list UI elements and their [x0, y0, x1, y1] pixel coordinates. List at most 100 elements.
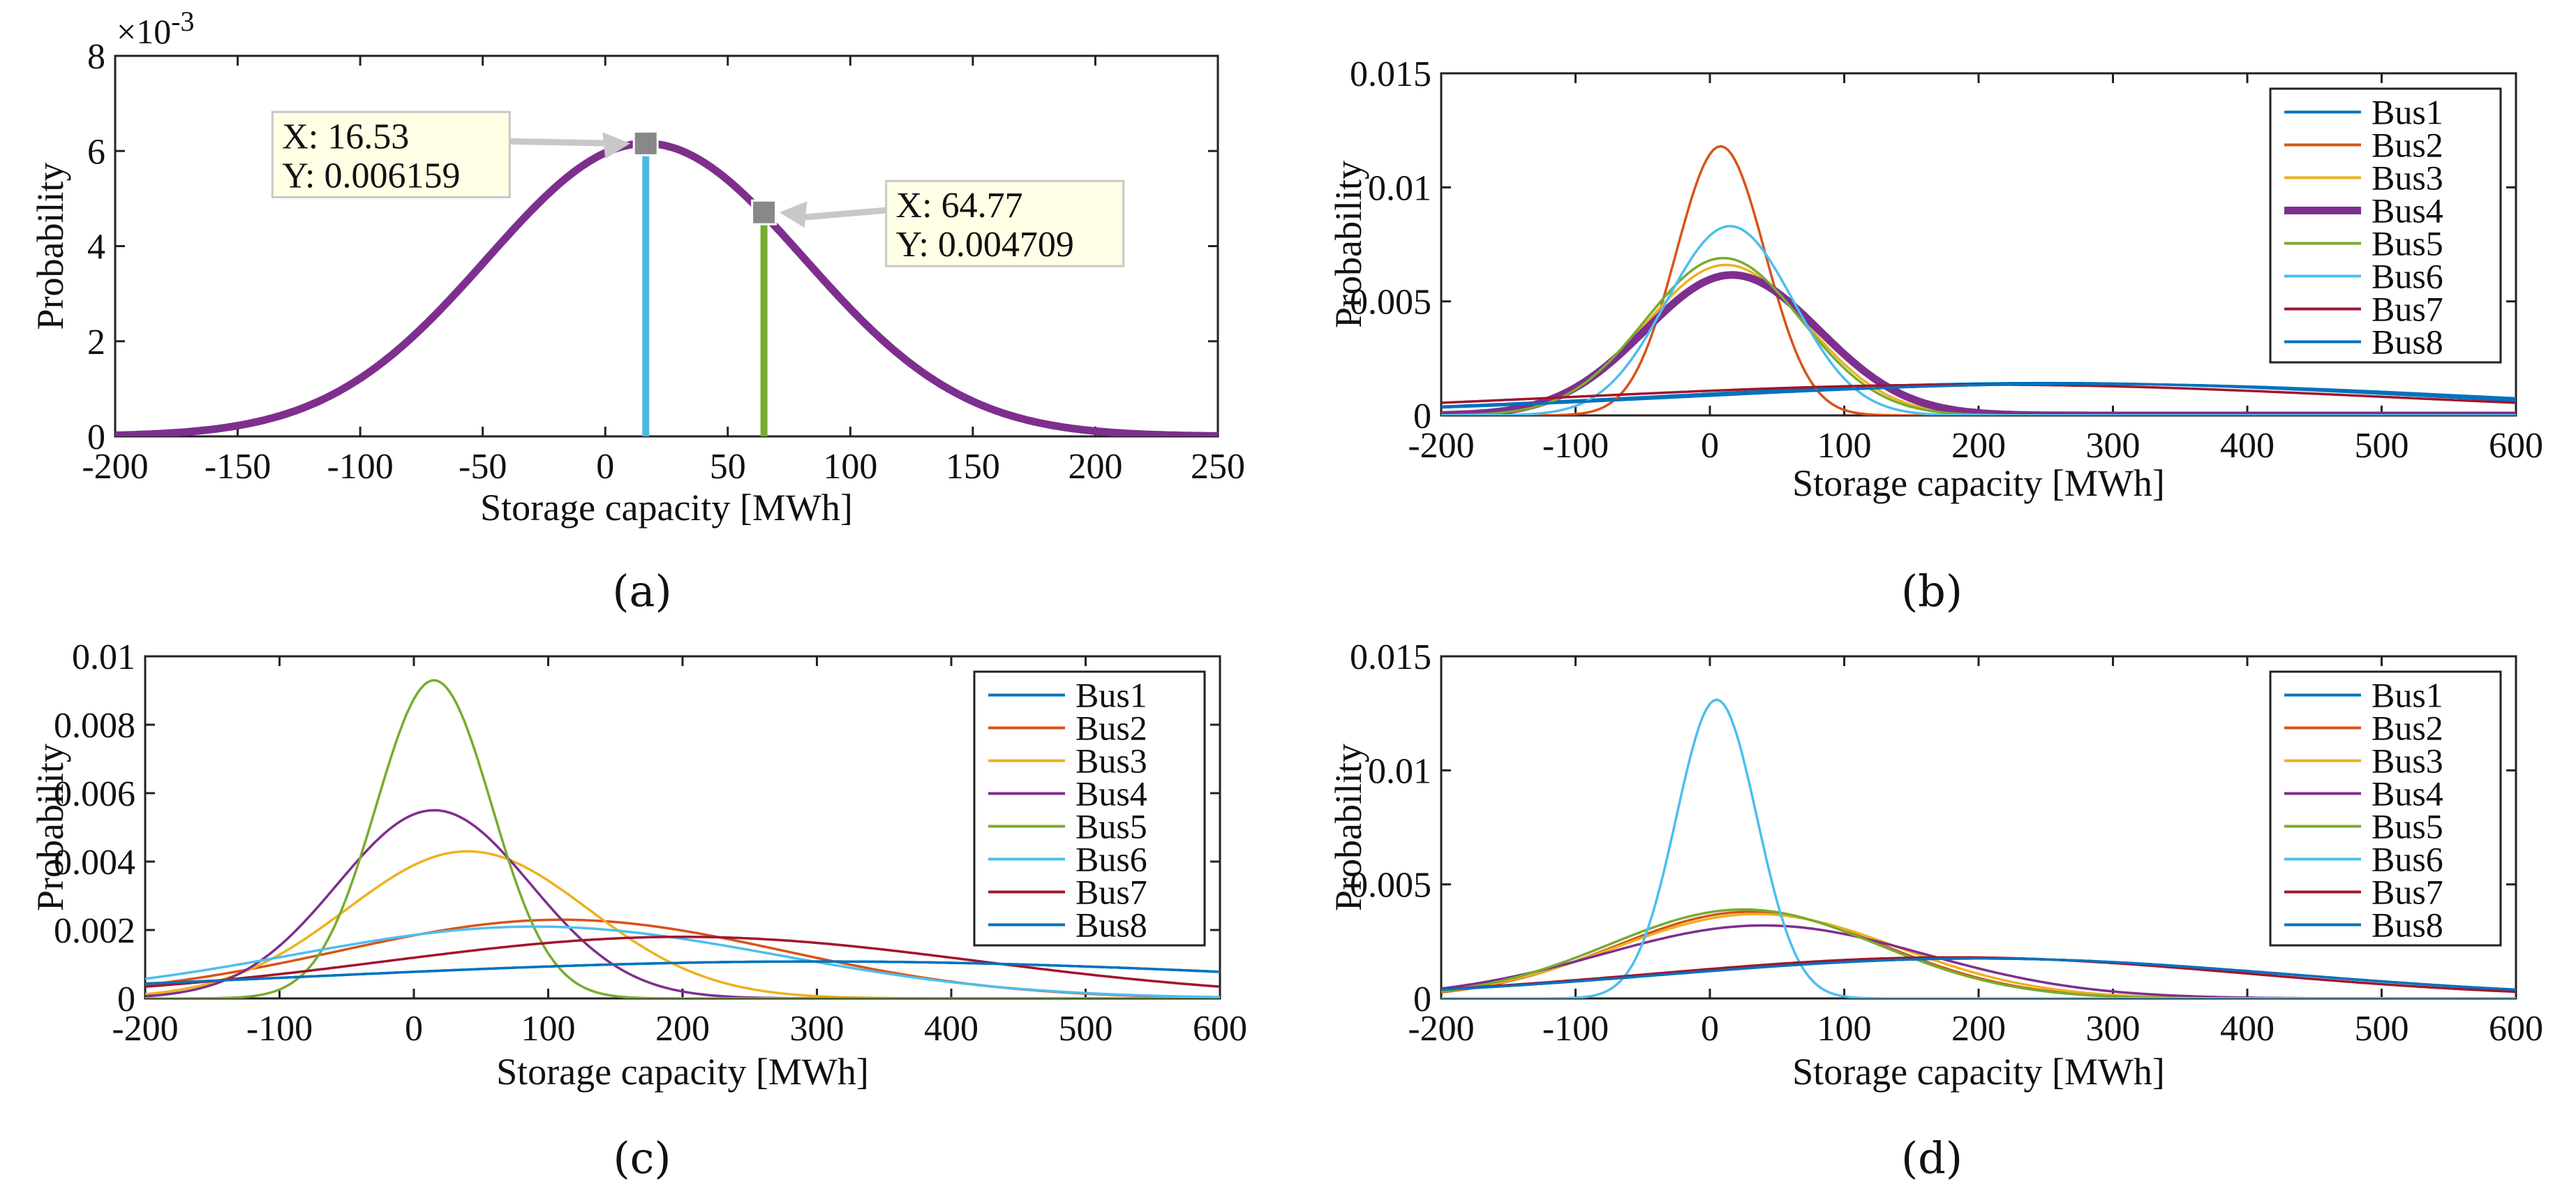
- y-tick-label: 4: [87, 228, 105, 267]
- legend-label: Bus2: [1075, 709, 1147, 748]
- legend-label: Bus1: [2372, 676, 2443, 715]
- x-tick-label: 50: [710, 447, 746, 487]
- x-tick-label: -100: [1542, 1009, 1609, 1049]
- datatip-x-text: X: 16.53: [282, 117, 409, 156]
- datatip-marker: [632, 130, 659, 156]
- series-line-bus8: [145, 960, 1220, 985]
- x-tick-label: 400: [2220, 426, 2275, 466]
- legend-label: Bus6: [1075, 840, 1147, 879]
- legend-label: Bus3: [1075, 741, 1147, 781]
- series-group: [1441, 145, 2516, 415]
- legend-label: Bus8: [1075, 906, 1147, 945]
- y-tick-label: 8: [87, 37, 105, 77]
- x-tick-label: 400: [924, 1009, 978, 1049]
- legend-label: Bus7: [2372, 873, 2443, 912]
- chart-panel-b: -200 -100 0 100 200 300 400 500 600 0 0.005 0.01 0.0…: [1327, 54, 2543, 504]
- panel-label-b: (b): [1901, 566, 1963, 617]
- x-tick-label: 400: [2220, 1009, 2275, 1049]
- y-axis-label: Probability: [29, 744, 71, 911]
- x-tick-label: 0: [405, 1009, 423, 1049]
- y-tick-label: 0: [117, 980, 135, 1019]
- datatip-x-text: X: 64.77: [896, 186, 1023, 226]
- x-tick-label: 600: [1193, 1009, 1247, 1049]
- datatip-arrowhead: [779, 201, 807, 228]
- datatip-marker: [751, 199, 777, 226]
- x-tick-label: 500: [2355, 426, 2409, 466]
- legend-box: [973, 670, 1206, 947]
- datatip-y-text: Y: 0.004709: [896, 225, 1074, 265]
- datatip-arrowhead: [602, 132, 631, 159]
- legend-label: Bus2: [2372, 709, 2443, 748]
- axis-exponent-power: -3: [171, 6, 194, 37]
- panel-label-c: (c): [613, 1132, 671, 1183]
- series-line-bus3: [1441, 913, 2516, 998]
- datatip-box: [885, 179, 1125, 267]
- legend-label: Bus2: [2372, 126, 2443, 165]
- axis-exponent-base: ×10: [117, 12, 171, 51]
- y-tick-label: 0.015: [1350, 54, 1431, 94]
- x-tick-label: 500: [1059, 1009, 1113, 1049]
- y-tick-label: 0.006: [54, 774, 135, 814]
- x-tick-label: 300: [790, 1009, 844, 1049]
- legend-label: Bus6: [2372, 840, 2443, 879]
- legend-label: Bus7: [1075, 873, 1147, 912]
- x-tick-label: 600: [2489, 1009, 2543, 1049]
- x-tick-label: 0: [1701, 1009, 1719, 1049]
- legend-label: Bus7: [2372, 290, 2443, 329]
- legend-label: Bus5: [1075, 807, 1147, 846]
- legend-label: Bus1: [1075, 676, 1147, 715]
- x-tick-label: 150: [946, 447, 1000, 487]
- x-tick-label: 200: [1068, 447, 1122, 487]
- axis-exponent: ×10-3: [117, 6, 195, 51]
- x-tick-label: -50: [459, 447, 507, 487]
- y-tick-label: 0: [87, 418, 105, 457]
- x-tick-label: -150: [204, 447, 271, 487]
- y-axis-label: Probability: [1327, 161, 1369, 328]
- y-tick-label: 0.01: [1368, 751, 1431, 791]
- legend-label: Bus4: [2372, 191, 2443, 230]
- series-line-bus6: [145, 925, 1220, 998]
- x-axis-label: Storage capacity [MWh]: [1792, 462, 2165, 504]
- chart-panel-a: -200 -150 -100 -50 0 50 100 150 200 250 0 2 4 6 8 Stora…: [29, 6, 1245, 529]
- y-tick-label: 0.01: [1368, 168, 1431, 208]
- series-line-bus6: [1441, 225, 2516, 415]
- series-group: [1441, 698, 2516, 998]
- chart-panel-d: -200 -100 0 100 200 300 400 500 600 0 0.005 0.01 0.0…: [1327, 637, 2543, 1093]
- datatip-y-text: Y: 0.006159: [282, 156, 460, 195]
- x-tick-label: 300: [2086, 426, 2141, 466]
- y-tick-label: 0.005: [1350, 866, 1431, 906]
- x-tick-label: 250: [1191, 447, 1245, 487]
- legend-label: Bus1: [2372, 93, 2443, 132]
- y-tick-label: 0.008: [54, 706, 135, 746]
- x-tick-label: -100: [1542, 426, 1609, 466]
- series-line-bus8: [1441, 957, 2516, 991]
- datatip-arrow: [509, 138, 615, 147]
- x-tick-label: 100: [1817, 1009, 1872, 1049]
- x-tick-label: -100: [327, 447, 393, 487]
- x-tick-label: 200: [1951, 426, 2006, 466]
- x-tick-label: 100: [521, 1009, 576, 1049]
- series-line-bus6: [1441, 698, 2516, 998]
- series-line-bus3: [145, 850, 1220, 998]
- x-tick-label: 600: [2489, 426, 2543, 466]
- x-axis-label: Storage capacity [MWh]: [1792, 1051, 2165, 1093]
- y-tick-label: 0.005: [1350, 283, 1431, 323]
- series-line-bus4: [1441, 271, 2516, 415]
- legend-label: Bus3: [2372, 741, 2443, 781]
- x-tick-label: 0: [596, 447, 614, 487]
- x-tick-label: -200: [112, 1009, 178, 1049]
- legend-label: Bus4: [1075, 774, 1147, 813]
- legend-label: Bus5: [2372, 807, 2443, 846]
- y-axis-label: Probability: [1327, 744, 1369, 911]
- series-line-bus4: [145, 809, 1220, 998]
- y-tick-label: 0.002: [54, 911, 135, 951]
- series-group: [145, 679, 1220, 998]
- panel-label-a: (a): [612, 566, 671, 617]
- legend-label: Bus6: [2372, 257, 2443, 296]
- legend-label: Bus4: [2372, 774, 2443, 813]
- x-axis-label: Storage capacity [MWh]: [496, 1051, 869, 1093]
- datatip-arrow: [795, 207, 887, 221]
